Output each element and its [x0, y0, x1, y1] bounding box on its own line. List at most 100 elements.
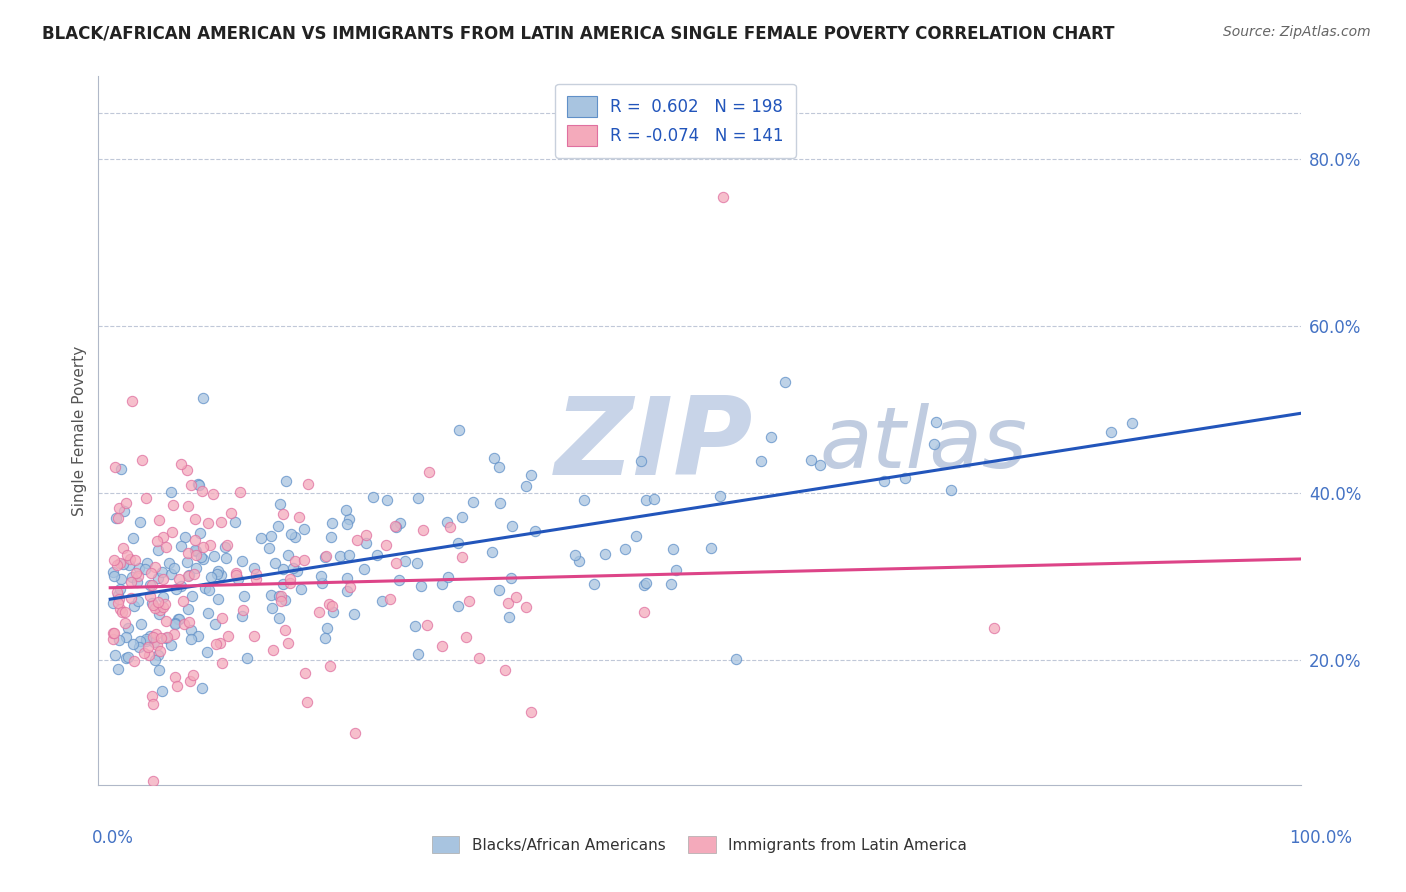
Point [117, 650, 139, 665]
Point [191, 391, 214, 405]
Point [336, 516, 359, 531]
Point [209, 636, 232, 650]
Point [232, 589, 254, 603]
Point [176, 555, 198, 569]
Point [143, 601, 166, 615]
Point [118, 558, 141, 572]
Point [108, 592, 131, 607]
Point [262, 643, 284, 657]
Point [385, 556, 408, 570]
Point [245, 573, 267, 587]
Point [236, 651, 259, 665]
Point [107, 661, 129, 675]
Point [179, 673, 201, 688]
Point [481, 544, 503, 558]
Point [243, 629, 266, 643]
Point [329, 549, 352, 563]
Point [211, 656, 233, 670]
Point [127, 569, 149, 583]
Point [271, 577, 294, 591]
Point [190, 549, 212, 564]
Point [311, 575, 333, 590]
Point [337, 512, 360, 526]
Point [141, 689, 163, 703]
Point [808, 458, 831, 472]
Point [125, 566, 148, 581]
Point [285, 564, 308, 578]
Point [117, 621, 139, 635]
Point [636, 493, 658, 508]
Point [177, 602, 200, 616]
Point [520, 705, 543, 719]
Point [191, 540, 214, 554]
Point [205, 567, 228, 582]
Point [148, 513, 170, 527]
Point [457, 593, 479, 607]
Point [1099, 425, 1122, 439]
Point [277, 636, 299, 650]
Point [152, 684, 174, 698]
Point [101, 565, 124, 579]
Point [215, 538, 238, 552]
Text: 0.0%: 0.0% [91, 830, 134, 847]
Point [183, 566, 205, 581]
Point [155, 540, 177, 554]
Point [266, 518, 288, 533]
Point [209, 515, 232, 529]
Point [135, 632, 157, 647]
Point [105, 510, 128, 524]
Point [564, 548, 586, 562]
Point [633, 578, 655, 592]
Point [184, 543, 207, 558]
Point [197, 583, 219, 598]
Point [437, 570, 460, 584]
Point [378, 591, 401, 606]
Point [129, 634, 152, 648]
Point [110, 572, 132, 586]
Point [343, 607, 366, 622]
Text: atlas: atlas [820, 403, 1028, 486]
Point [284, 554, 307, 568]
Point [184, 561, 207, 575]
Point [139, 628, 162, 642]
Point [112, 504, 135, 518]
Point [515, 599, 537, 614]
Point [152, 573, 174, 587]
Point [761, 429, 783, 443]
Point [200, 570, 222, 584]
Point [294, 665, 316, 680]
Point [188, 478, 211, 492]
Point [499, 571, 522, 585]
Point [163, 670, 186, 684]
Point [160, 525, 183, 540]
Point [582, 577, 605, 591]
Point [643, 491, 665, 506]
Point [108, 602, 131, 616]
Point [257, 541, 280, 556]
Point [404, 618, 426, 632]
Point [624, 529, 647, 543]
Point [315, 621, 337, 635]
Point [197, 516, 219, 531]
Point [271, 507, 294, 521]
Point [103, 569, 125, 583]
Point [146, 543, 169, 558]
Point [277, 548, 299, 562]
Point [593, 547, 616, 561]
Point [366, 548, 388, 562]
Point [139, 589, 162, 603]
Point [167, 612, 190, 626]
Point [269, 611, 291, 625]
Point [260, 588, 283, 602]
Point [354, 535, 377, 549]
Point [344, 726, 367, 740]
Point [356, 527, 378, 541]
Point [121, 531, 143, 545]
Point [187, 477, 209, 491]
Point [201, 486, 224, 500]
Point [515, 479, 537, 493]
Point [1121, 416, 1143, 430]
Point [155, 614, 177, 628]
Point [103, 626, 125, 640]
Point [115, 496, 138, 510]
